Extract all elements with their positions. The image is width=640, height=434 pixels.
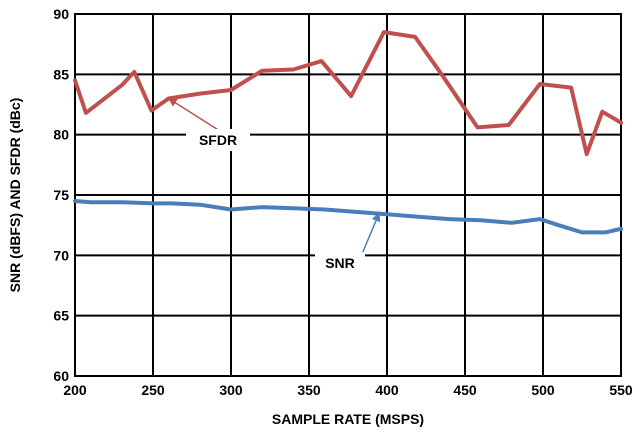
x-ticks: 200 250 300 350 400 450 500 550	[63, 382, 633, 398]
y-tick-label: 60	[53, 368, 69, 384]
series-line-snr	[73, 199, 623, 235]
y-tick-label: 90	[53, 6, 69, 22]
x-tick-label: 500	[531, 382, 555, 398]
y-tick-label: 65	[53, 308, 69, 324]
x-tick-label: 400	[375, 382, 399, 398]
callout-arrow-snr	[361, 212, 381, 255]
y-ticks: 60 65 70 75 80 85 90	[53, 6, 69, 384]
x-tick-label: 550	[609, 382, 633, 398]
callout-bg-snr	[315, 252, 365, 274]
x-axis-label: SAMPLE RATE (MSPS)	[272, 411, 424, 427]
grid	[75, 14, 621, 376]
x-tick-label: 450	[453, 382, 477, 398]
plot-frame	[74, 13, 622, 377]
callout-arrow-sfdr	[167, 97, 221, 132]
x-tick-label: 300	[219, 382, 243, 398]
callout-bg-sfdr	[186, 129, 250, 151]
y-tick-label: 75	[53, 187, 69, 203]
annotations: SFDR SNR	[167, 97, 381, 274]
y-tick-label: 70	[53, 247, 69, 263]
y-tick-label: 85	[53, 66, 69, 82]
x-tick-label: 350	[297, 382, 321, 398]
series-line-sfdr	[73, 30, 623, 156]
callout-label-sfdr: SFDR	[199, 132, 237, 148]
x-tick-label: 250	[141, 382, 165, 398]
x-tick-label: 200	[63, 382, 87, 398]
series-layer	[73, 30, 623, 235]
callout-label-snr: SNR	[325, 255, 355, 271]
y-axis-label: SNR (dBFS) AND SFDR (dBc)	[7, 98, 23, 293]
y-tick-label: 80	[53, 127, 69, 143]
